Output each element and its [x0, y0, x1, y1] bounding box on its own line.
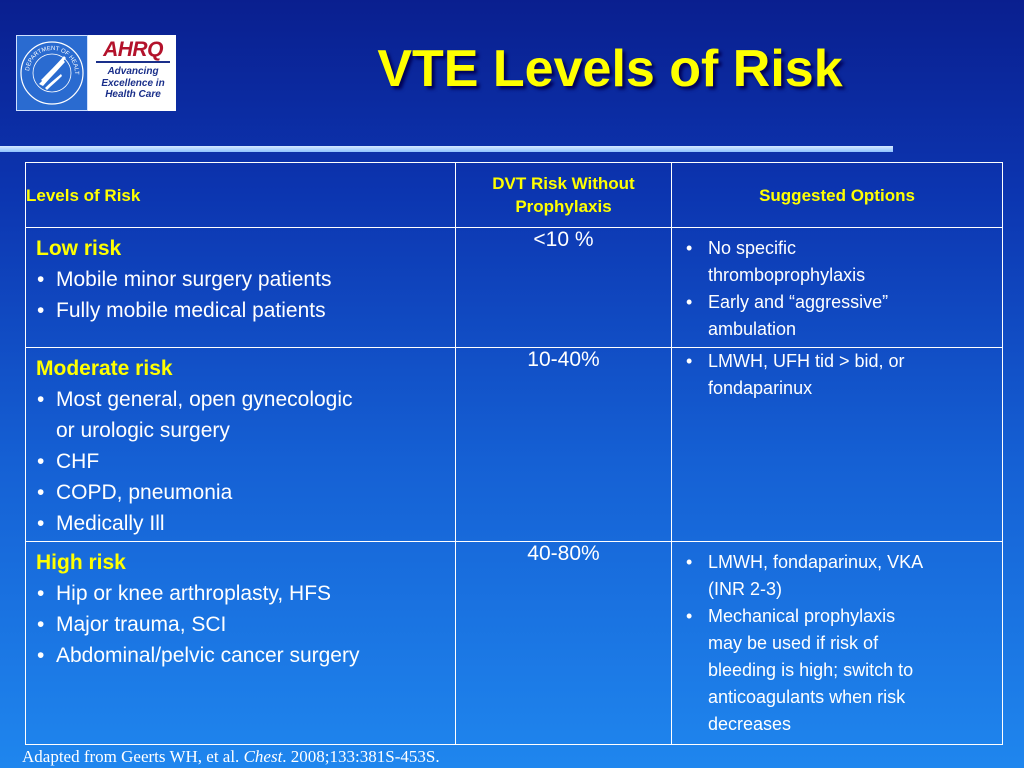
criteria-list: Hip or knee arthroplasty, HFS Major trau… — [26, 578, 455, 671]
option-line: LMWH, fondaparinux, VKA — [708, 552, 924, 572]
logo-group: DEPARTMENT OF HEALTH & HUMAN SERVICES US… — [16, 35, 176, 111]
options-list: LMWH, fondaparinux, VKA (INR 2-3) Mechan… — [672, 542, 1002, 738]
criteria-line: or urologic surgery — [56, 419, 230, 442]
level-name: Low risk — [36, 237, 122, 260]
header-row: Levels of Risk DVT Risk Without Prophyla… — [25, 162, 1003, 228]
option-line: Mechanical prophylaxis — [708, 606, 896, 626]
ahrq-mark: AHRQ — [96, 39, 170, 63]
option-line: bleeding is high; switch to — [708, 660, 914, 680]
criteria-item: Medically Ill — [36, 508, 449, 539]
option-item: LMWH, UFH tid > bid, or fondaparinux — [682, 348, 994, 402]
ahrq-tagline-line: Health Care — [105, 89, 161, 100]
hhs-logo: DEPARTMENT OF HEALTH & HUMAN SERVICES US… — [16, 35, 88, 111]
criteria-item: Major trauma, SCI — [36, 609, 449, 640]
ahrq-tagline: Advancing Excellence in Health Care — [101, 66, 164, 101]
citation-suffix: . 2008;133:381S-453S. — [282, 747, 440, 766]
criteria-item: COPD, pneumonia — [36, 477, 449, 508]
option-line: anticoagulants when risk — [708, 687, 906, 707]
option-line: fondaparinux — [708, 378, 813, 398]
criteria-item: Most general, open gynecologic or urolog… — [36, 384, 449, 446]
ahrq-tagline-line: Advancing — [107, 66, 159, 77]
criteria-line: Most general, open gynecologic — [56, 388, 353, 411]
dvt-risk-value: <10 % — [455, 227, 672, 348]
level-cell: Moderate risk Most general, open gynecol… — [25, 347, 456, 542]
level-cell: High risk Hip or knee arthroplasty, HFS … — [25, 541, 456, 745]
citation-prefix: Adapted from Geerts WH, et al. — [22, 747, 244, 766]
options-cell: No specific thromboprophylaxis Early and… — [671, 227, 1003, 348]
ahrq-logo: AHRQ Advancing Excellence in Health Care — [88, 35, 176, 111]
option-item: Mechanical prophylaxis may be used if ri… — [682, 603, 994, 738]
risk-table: Levels of Risk DVT Risk Without Prophyla… — [25, 162, 1003, 745]
table-row-low-risk: Low risk Mobile minor surgery patients F… — [25, 227, 1003, 348]
header-levels-of-risk: Levels of Risk — [25, 162, 456, 228]
citation: Adapted from Geerts WH, et al. Chest. 20… — [22, 746, 440, 768]
header-dvt-line: DVT Risk Without — [492, 174, 635, 193]
level-name: High risk — [36, 551, 126, 574]
criteria-item: Abdominal/pelvic cancer surgery — [36, 640, 449, 671]
dvt-risk-value: 40-80% — [455, 541, 672, 745]
option-item: Early and “aggressive” ambulation — [682, 289, 994, 343]
title-divider — [0, 146, 893, 152]
option-line: (INR 2-3) — [708, 579, 783, 599]
header-dvt-line: Prophylaxis — [515, 197, 612, 216]
option-line: may be used if risk of — [708, 633, 879, 653]
options-cell: LMWH, fondaparinux, VKA (INR 2-3) Mechan… — [671, 541, 1003, 745]
criteria-item: CHF — [36, 446, 449, 477]
dvt-risk-value: 10-40% — [455, 347, 672, 542]
ahrq-tagline-line: Excellence in — [101, 77, 165, 89]
criteria-item: Mobile minor surgery patients — [36, 264, 449, 295]
option-line: No specific — [708, 238, 797, 258]
citation-journal: Chest — [243, 747, 283, 766]
option-item: No specific thromboprophylaxis — [682, 235, 994, 289]
criteria-list: Most general, open gynecologic or urolog… — [26, 384, 455, 539]
options-list: No specific thromboprophylaxis Early and… — [672, 228, 1002, 343]
option-line: thromboprophylaxis — [708, 265, 866, 285]
level-cell: Low risk Mobile minor surgery patients F… — [25, 227, 456, 348]
option-line: LMWH, UFH tid > bid, or — [708, 351, 905, 371]
hhs-eagle-icon: DEPARTMENT OF HEALTH & HUMAN SERVICES US… — [17, 36, 84, 105]
header-suggested-options: Suggested Options — [671, 162, 1003, 228]
table-row-high-risk: High risk Hip or knee arthroplasty, HFS … — [25, 541, 1003, 745]
slide-title: VTE Levels of Risk — [377, 40, 843, 98]
criteria-list: Mobile minor surgery patients Fully mobi… — [26, 264, 455, 326]
criteria-item: Fully mobile medical patients — [36, 295, 449, 326]
criteria-item: Hip or knee arthroplasty, HFS — [36, 578, 449, 609]
option-item: LMWH, fondaparinux, VKA (INR 2-3) — [682, 549, 994, 603]
option-line: Early and “aggressive” — [708, 292, 889, 312]
option-line: decreases — [708, 714, 792, 734]
option-line: ambulation — [708, 319, 797, 339]
options-cell: LMWH, UFH tid > bid, or fondaparinux — [671, 347, 1003, 542]
level-name: Moderate risk — [36, 357, 173, 380]
table-row-moderate-risk: Moderate risk Most general, open gynecol… — [25, 347, 1003, 542]
header-dvt-risk: DVT Risk Without Prophylaxis — [455, 162, 672, 228]
options-list: LMWH, UFH tid > bid, or fondaparinux — [672, 348, 1002, 436]
